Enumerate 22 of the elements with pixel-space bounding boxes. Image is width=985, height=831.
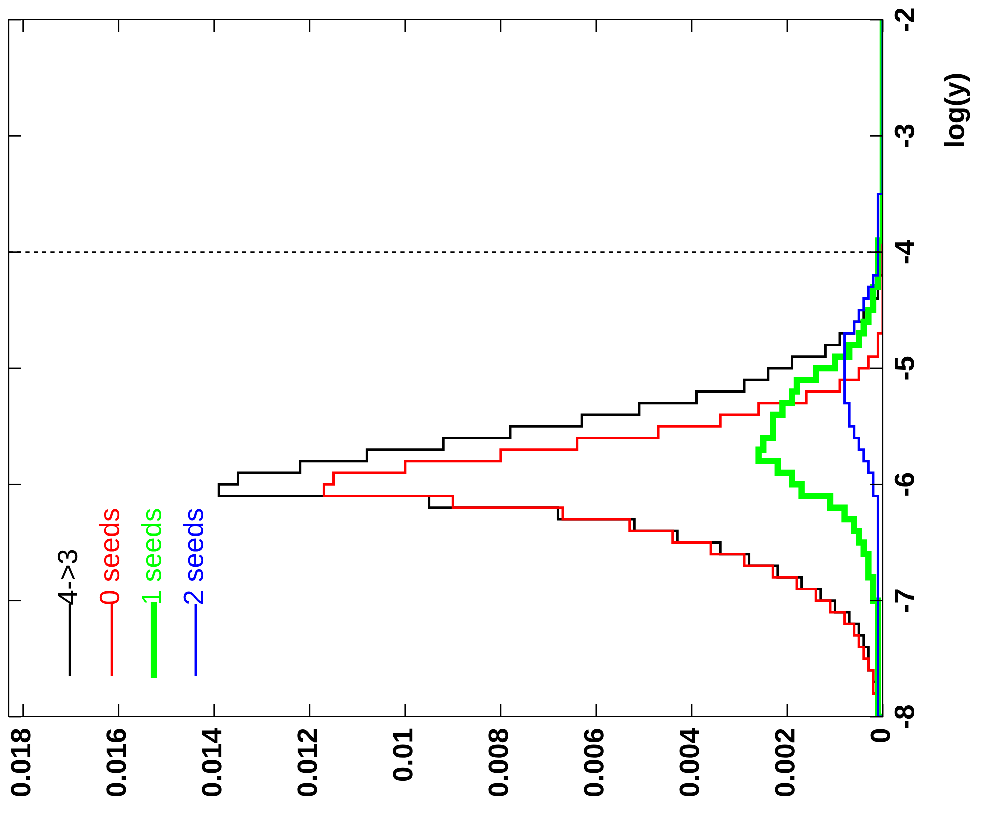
x-tick-label: 0.018 bbox=[11, 728, 31, 797]
x-tick-label: 0.014 bbox=[202, 728, 222, 797]
x-tick-label: 0 bbox=[870, 729, 890, 742]
x-tick-label: 0.012 bbox=[298, 729, 318, 797]
y-tick-label: -2 bbox=[894, 8, 914, 32]
y-axis-title: log(y) bbox=[944, 74, 970, 146]
y-tick-label: -7 bbox=[895, 590, 914, 612]
text: 0 seeds bbox=[99, 509, 120, 604]
y-tick-label: -6 bbox=[894, 473, 915, 496]
y-tick-label: -8 bbox=[894, 706, 915, 728]
x-tick-label: 0.016 bbox=[106, 729, 126, 797]
text: 1 seeds bbox=[141, 509, 162, 604]
y-tick-label: -5 bbox=[895, 356, 915, 380]
x-tick-label: 0.01 bbox=[393, 728, 413, 782]
x-tick-label: 0.004 bbox=[680, 728, 700, 797]
text: 4->3 bbox=[58, 550, 78, 605]
y-tick-label: -3 bbox=[894, 124, 915, 148]
y-tick-label: -4 bbox=[895, 240, 914, 264]
x-tick-label: 0.008 bbox=[488, 728, 508, 797]
x-tick-label: 0.006 bbox=[584, 729, 604, 797]
x-tick-label: 0.002 bbox=[775, 729, 795, 797]
text: 2 seeds bbox=[183, 509, 204, 604]
